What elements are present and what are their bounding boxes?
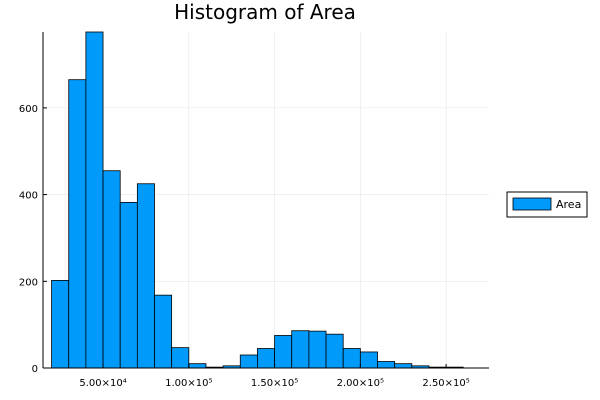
x-tick-label: 2.50×10⁵ (422, 378, 469, 389)
chart-title: Histogram of Area (174, 0, 356, 24)
histogram-bar (325, 333, 344, 369)
x-tick-label: 1.00×10⁵ (165, 378, 212, 389)
x-tick-label: 5.00×10⁴ (79, 378, 126, 389)
histogram-bar (342, 348, 361, 369)
y-tick-label: 400 (19, 191, 38, 202)
histogram-bar (119, 201, 138, 369)
histogram-bar (154, 294, 173, 369)
x-tick-label: 2.00×10⁵ (337, 378, 384, 389)
histogram-bar (188, 363, 207, 369)
histogram-bar (51, 280, 70, 369)
x-axis-ticks: 5.00×10⁴ 1.00×10⁵ 1.50×10⁵ 2.00×10⁵ 2.50×10⁵ (79, 364, 470, 389)
bars (51, 31, 464, 369)
histogram-bar (239, 354, 258, 369)
histogram-bar (291, 330, 310, 369)
histogram-bar (308, 330, 327, 369)
histogram-bar (102, 170, 121, 369)
legend-label-area: Area (556, 198, 581, 211)
legend-swatch (512, 197, 552, 211)
x-tick-label: 1.50×10⁵ (251, 378, 298, 389)
y-tick-label: 0 (32, 364, 38, 375)
y-axis-ticks: 0 200 400 600 (19, 104, 47, 375)
histogram-bar (377, 361, 396, 369)
histogram-bar (85, 31, 104, 369)
histogram-bar (394, 363, 413, 369)
y-tick-label: 200 (19, 277, 38, 288)
legend: Area (506, 191, 588, 218)
y-tick-label: 600 (19, 104, 38, 115)
histogram-bar (359, 351, 378, 369)
axes (42, 32, 489, 369)
histogram-bar (171, 347, 190, 369)
histogram-bar (257, 348, 275, 369)
histogram-bar (274, 335, 293, 369)
histogram-bar (136, 183, 155, 369)
histogram-bar (68, 79, 87, 369)
